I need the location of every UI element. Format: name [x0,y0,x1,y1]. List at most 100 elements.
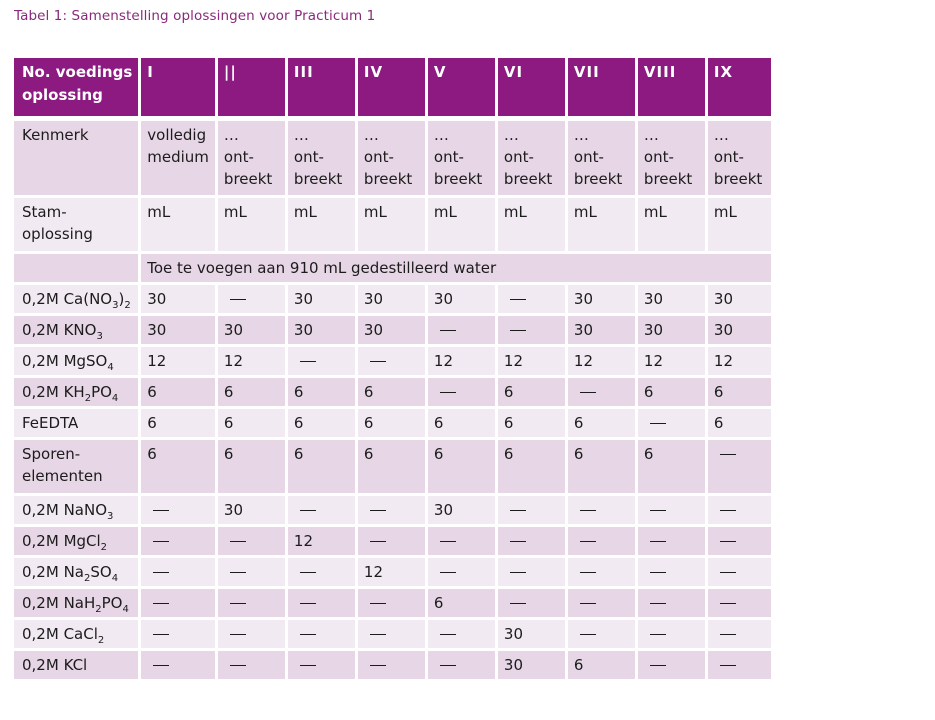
composition-table: No. voedings oplossing I || III IV V VI … [14,58,774,682]
cell-value: 30 [433,289,454,308]
kenmerk-cell: … ont-breekt [496,118,568,198]
dash-mark [369,360,386,362]
row-label-text: 0,2M Ca(NO [22,289,113,308]
dash-mark [299,602,316,604]
cell-value: 6 [643,444,654,463]
subscript: 3 [107,510,114,522]
row-label: 0,2M NaH2PO4 [14,587,142,620]
kenmerk-line: volledig [147,125,207,144]
value-cell [286,494,358,527]
value-cell: 6 [496,407,568,440]
component-row: 0,2M NaNO3 30 30 [14,494,774,527]
value-cell [216,649,288,682]
table-caption: Tabel 1: Samenstelling oplossingen voor … [14,8,376,24]
dash-mark [649,571,666,573]
cell-value: 30 [503,655,524,674]
kenmerk-line: ont- [503,147,534,166]
instruction-cell: Toe te voegen aan 910 mL gedestilleerd w… [139,252,774,285]
dash-mark [579,633,596,635]
value-cell [356,649,428,682]
value-cell [356,525,428,558]
row-label-text: PO [101,593,123,612]
value-cell [636,618,708,651]
cell-value: 30 [713,320,734,339]
value-cell: 6 [139,438,218,496]
value-cell: 30 [636,314,708,347]
value-cell [636,407,708,440]
row-label-line: Stam- [22,202,67,221]
kenmerk-line: breekt [713,169,763,188]
value-cell: 30 [496,618,568,651]
cell-value: 6 [147,382,157,401]
dash-mark [509,602,526,604]
cell-value: 6 [713,382,724,401]
dash-mark [649,422,666,424]
value-cell: 12 [426,345,498,378]
dash-mark [369,633,386,635]
value-cell [706,649,774,682]
row-label: 0,2M KNO3 [14,314,142,347]
component-row: 0,2M MgCl2 12 [14,525,774,558]
cell-value: 30 [223,500,244,519]
dash-mark [579,602,596,604]
dash-mark [153,602,170,604]
component-row: FeEDTA 6 6 6 6 6 6 6 6 [14,407,774,440]
cell-value: 6 [503,382,514,401]
value-cell [566,556,638,589]
value-cell [356,618,428,651]
value-cell: 30 [286,314,358,347]
value-cell [426,618,498,651]
value-cell: 30 [566,314,638,347]
unit-cell: mL [706,196,774,254]
value-cell: 30 [356,283,428,316]
value-cell: 6 [286,438,358,496]
value-cell: 6 [139,407,218,440]
kenmerk-line: breekt [363,169,413,188]
cell-value: 30 [363,289,384,308]
unit-value: mL [293,202,317,221]
value-cell [286,587,358,620]
value-cell [286,649,358,682]
value-cell [356,345,428,378]
cell-value: 6 [433,593,444,612]
value-cell: 12 [356,556,428,589]
cell-value: 6 [147,444,157,463]
value-cell: 30 [426,494,498,527]
subscript: 2 [84,392,92,404]
unit-cell: mL [356,196,428,254]
column-header: IV [356,58,428,121]
cell-value: 12 [573,351,594,370]
dash-mark [509,329,526,331]
dash-mark [649,509,666,511]
kenmerk-cell: … ont-breekt [216,118,288,198]
cell-value: 30 [147,320,167,339]
kenmerk-line: … [223,125,239,144]
subscript: 4 [122,603,129,615]
header-row: No. voedings oplossing I || III IV V VI … [14,58,774,121]
value-cell [636,525,708,558]
column-header: I [139,58,218,121]
value-cell [216,618,288,651]
value-cell: 30 [139,283,218,316]
row-label-text: 0,2M NaNO [22,500,108,519]
unit-cell: mL [286,196,358,254]
kenmerk-line: ont- [293,147,324,166]
dash-mark [719,571,736,573]
value-cell [566,618,638,651]
cell-value: 6 [363,382,374,401]
component-row: 0,2M Ca(NO3)2 30 30 30 30 30 30 30 [14,283,774,316]
unit-value: mL [147,202,171,221]
value-cell: 6 [496,438,568,496]
component-row: 0,2M KNO3 30 30 30 30 30 30 30 [14,314,774,347]
value-cell: 6 [216,407,288,440]
value-cell [566,494,638,527]
value-cell [356,494,428,527]
dash-mark [229,602,246,604]
dash-mark [719,664,736,666]
value-cell: 30 [566,283,638,316]
component-row: 0,2M KCl 30 6 [14,649,774,682]
cell-value: 12 [433,351,454,370]
cell-value: 30 [573,320,594,339]
value-cell [706,525,774,558]
dash-mark [369,602,386,604]
